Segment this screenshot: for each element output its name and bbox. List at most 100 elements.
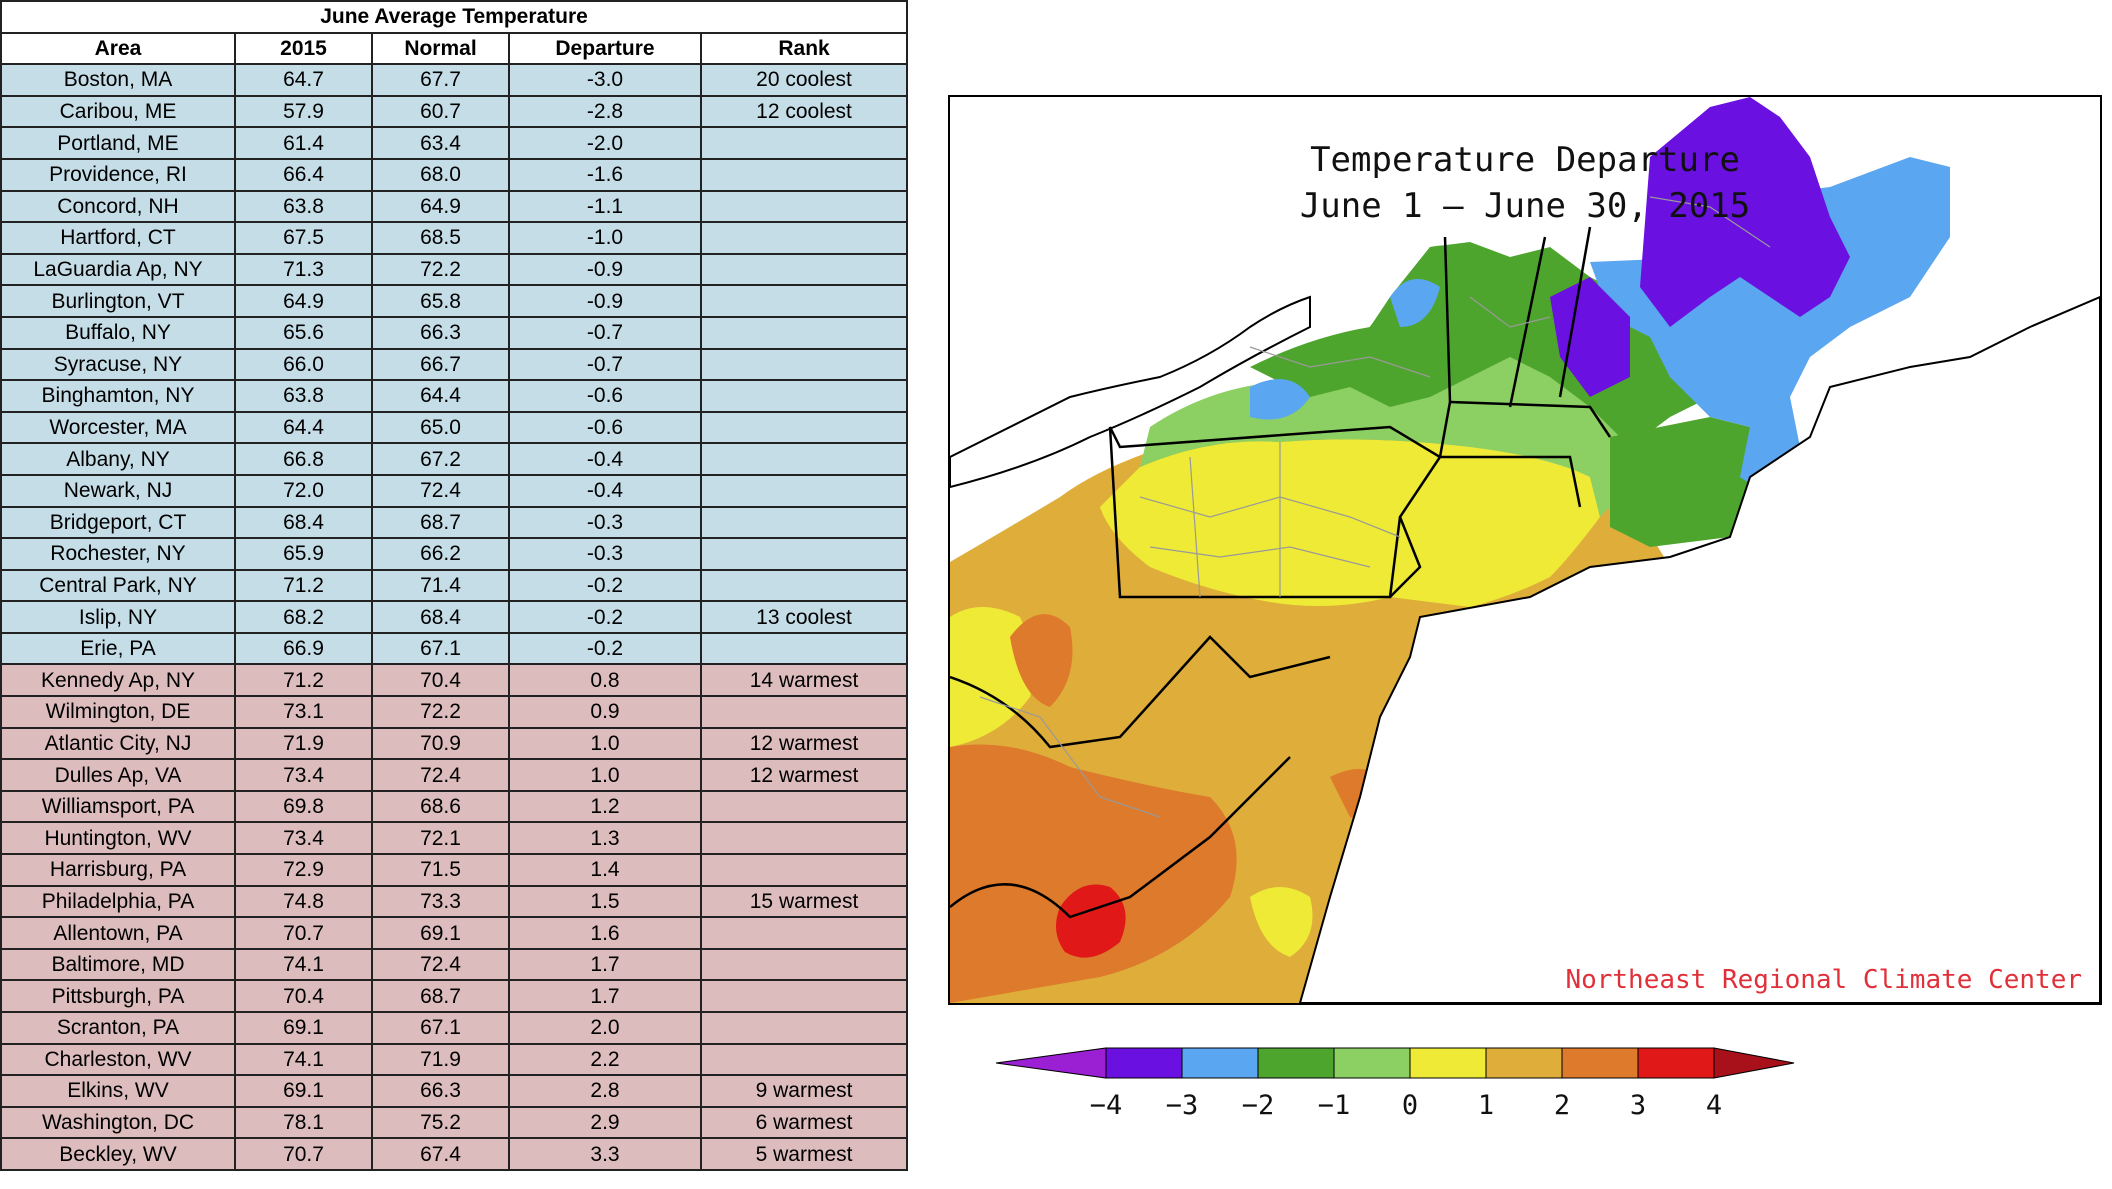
cell-rank (699, 126, 909, 160)
region-yellow-md (1250, 887, 1313, 957)
cell-area: Dulles Ap, VA (0, 758, 236, 792)
cell-departure: -1.0 (508, 221, 702, 255)
region-blue-ny (1250, 379, 1310, 420)
cell-normal: 68.6 (371, 789, 510, 824)
cell-area: Rochester, NY (0, 537, 236, 571)
colorbar-segment (1409, 1047, 1487, 1079)
colorbar-tick-label: −3 (1166, 1090, 1199, 1121)
cell-area: Charleston, WV (0, 1042, 236, 1077)
cell-year-2015: 70.4 (234, 979, 373, 1013)
cell-normal: 63.4 (371, 126, 510, 160)
cell-normal: 67.2 (371, 442, 510, 476)
cell-rank (699, 284, 909, 318)
column-header-rank: Rank (699, 31, 909, 66)
colorbar-right-arrow (1713, 1047, 1795, 1079)
table-row: Caribou, ME 57.9 60.7 -2.8 12 coolest (0, 94, 909, 129)
colorbar-tick-label: 3 (1630, 1090, 1646, 1121)
map-credit: Northeast Regional Climate Center (1565, 965, 2082, 995)
cell-departure: -0.6 (508, 410, 702, 445)
cell-area: Elkins, WV (0, 1074, 236, 1108)
cell-departure: 2.2 (508, 1042, 702, 1077)
state-borders (950, 226, 1612, 919)
cell-normal: 67.1 (371, 1011, 510, 1045)
table-row: Allentown, PA 70.7 69.1 1.6 (0, 916, 909, 950)
cell-area: Beckley, WV (0, 1137, 236, 1171)
temperature-departure-map: Temperature Departure June 1 — June 30, … (948, 95, 2102, 1005)
table-row: Atlantic City, NJ 71.9 70.9 1.0 12 warmest (0, 726, 909, 761)
border-ct (1440, 455, 1582, 508)
table-row: Philadelphia, PA 74.8 73.3 1.5 15 warmest (0, 884, 909, 919)
region-blue-ne (1590, 157, 1950, 497)
cell-rank (699, 568, 909, 603)
cell-area: Kennedy Ap, NY (0, 663, 236, 698)
table-row: Hartford, CT 67.5 68.5 -1.0 (0, 221, 909, 255)
table-row: Dulles Ap, VA 73.4 72.4 1.0 12 warmest (0, 758, 909, 792)
cell-rank (699, 821, 909, 856)
cell-area: Burlington, VT (0, 284, 236, 318)
cell-departure: 0.8 (508, 663, 702, 698)
cell-departure: -0.3 (508, 505, 702, 540)
cell-rank (699, 505, 909, 540)
column-header-normal: Normal (371, 31, 510, 66)
cell-year-2015: 69.1 (234, 1074, 373, 1108)
cell-departure: 1.3 (508, 821, 702, 856)
cell-area: Worcester, MA (0, 410, 236, 445)
cell-area: Philadelphia, PA (0, 884, 236, 919)
border-pa (1108, 425, 1442, 599)
cell-departure: 3.3 (508, 1137, 702, 1171)
cell-area: Wilmington, DE (0, 695, 236, 729)
cell-area: Atlantic City, NJ (0, 726, 236, 761)
cell-rank (699, 1042, 909, 1077)
cell-year-2015: 71.3 (234, 252, 373, 287)
cell-rank (699, 979, 909, 1013)
cell-rank (699, 631, 909, 666)
cell-departure: -0.3 (508, 537, 702, 571)
cell-normal: 64.4 (371, 379, 510, 413)
table-row: Binghamton, NY 63.8 64.4 -0.6 (0, 379, 909, 413)
cell-rank (699, 853, 909, 887)
cell-normal: 72.2 (371, 252, 510, 287)
column-header-area: Area (0, 31, 236, 66)
cell-rank (699, 189, 909, 224)
cell-normal: 72.2 (371, 695, 510, 729)
cell-year-2015: 72.9 (234, 853, 373, 887)
cell-area: Islip, NY (0, 600, 236, 634)
cell-area: Baltimore, MD (0, 947, 236, 982)
cell-normal: 72.4 (371, 758, 510, 792)
cell-area: Scranton, PA (0, 1011, 236, 1045)
table-row: Boston, MA 64.7 67.7 -3.0 20 coolest (0, 63, 909, 97)
cell-year-2015: 61.4 (234, 126, 373, 160)
border-md-wv (950, 635, 1331, 749)
table-header-row: Area 2015 Normal Departure Rank (0, 31, 909, 66)
colorbar-tick-label: −2 (1242, 1090, 1275, 1121)
county-line-7 (1649, 196, 1771, 248)
county-line-2 (1149, 546, 1371, 568)
county-lines (979, 196, 1771, 818)
table-body: Boston, MA 64.7 67.7 -3.0 20 coolest Caribou,… (0, 63, 909, 1171)
cell-departure: -0.9 (508, 284, 702, 318)
cell-year-2015: 71.9 (234, 726, 373, 761)
cell-departure: -0.4 (508, 473, 702, 508)
cell-area: Hartford, CT (0, 221, 236, 255)
table-row: Bridgeport, CT 68.4 68.7 -0.3 (0, 505, 909, 540)
column-header-year-2015: 2015 (234, 31, 373, 66)
table-row: Elkins, WV 69.1 66.3 2.8 9 warmest (0, 1074, 909, 1108)
cell-normal: 67.1 (371, 631, 510, 666)
cell-area: Erie, PA (0, 631, 236, 666)
colorbar-segment (1257, 1047, 1335, 1079)
colorbar-tick-label: −4 (1090, 1090, 1123, 1121)
table-row: Kennedy Ap, NY 71.2 70.4 0.8 14 warmest (0, 663, 909, 698)
cell-area: Binghamton, NY (0, 379, 236, 413)
table-row: Harrisburg, PA 72.9 71.5 1.4 (0, 853, 909, 887)
cell-year-2015: 66.4 (234, 157, 373, 192)
cell-area: Central Park, NY (0, 568, 236, 603)
cell-departure: -3.0 (508, 63, 702, 97)
cell-year-2015: 64.4 (234, 410, 373, 445)
cell-normal: 68.0 (371, 157, 510, 192)
cell-departure: 1.5 (508, 884, 702, 919)
colorbar: −4 −3 −2 −1 0 1 2 3 4 (995, 1047, 1795, 1121)
table-row: Buffalo, NY 65.6 66.3 -0.7 (0, 315, 909, 350)
cell-departure: -0.9 (508, 252, 702, 287)
cell-year-2015: 70.7 (234, 916, 373, 950)
region-orange-2 (950, 744, 1237, 1003)
